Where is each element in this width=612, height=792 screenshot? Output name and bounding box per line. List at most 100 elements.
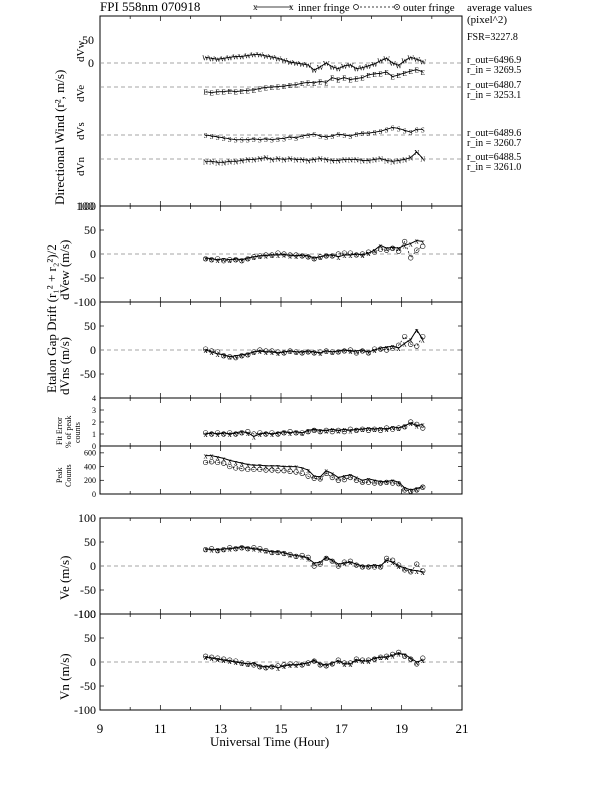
marker-dvn: N [354, 156, 359, 164]
marker-dve: E [415, 67, 419, 75]
marker-dvs: S [373, 129, 377, 137]
inner-point: x [240, 256, 244, 265]
outer-point [311, 256, 317, 262]
series-line-dvn [205, 151, 424, 163]
outer-point [408, 569, 414, 575]
outer-point [377, 427, 384, 434]
inner-point: x [348, 426, 352, 435]
outer-point [251, 431, 257, 437]
inner-point: x [306, 466, 310, 475]
inner-point: x [360, 251, 364, 260]
outer-point [263, 548, 269, 554]
marker-dvw: W [419, 59, 426, 67]
marker-dve: E [390, 74, 394, 82]
outer-point [390, 480, 396, 486]
marker-dvn: N [209, 158, 214, 166]
inner-point: x [366, 249, 370, 258]
inner-point: x [276, 349, 280, 358]
inner-point: x [409, 566, 413, 575]
inner-point: x [258, 347, 262, 356]
inner-point: x [222, 656, 226, 665]
marker-dve: E [312, 80, 316, 88]
marker-dvw: W [269, 54, 276, 62]
inner-point: x [228, 256, 232, 265]
outer-point [383, 247, 390, 253]
outer-point [227, 257, 233, 263]
outer-point [402, 567, 408, 573]
outer-point [329, 558, 335, 564]
outer-point [383, 555, 390, 561]
outer-point [221, 353, 227, 359]
outer-point [353, 477, 360, 483]
marker-dve: E [288, 82, 292, 90]
marker-dve: E [258, 85, 262, 93]
legend-outer-marker-left [353, 4, 359, 10]
inner-point: x [234, 352, 238, 361]
inner-point: x [379, 653, 383, 662]
inner-point: x [312, 656, 316, 665]
marker-dvw: W [287, 59, 294, 67]
outer-point [299, 350, 305, 356]
outer-point [245, 661, 251, 667]
inner-point: x [385, 244, 389, 253]
outer-point [347, 347, 353, 353]
inner-point: x [403, 241, 407, 250]
inner-point: x [324, 347, 328, 356]
marker-dvn: N [281, 156, 286, 164]
marker-dvn: N [348, 156, 353, 164]
inner-point: x [300, 348, 304, 357]
marker-dvn: N [318, 156, 323, 164]
outer-point [311, 350, 317, 356]
inner-point: x [288, 347, 292, 356]
inner-point: x [397, 562, 401, 571]
marker-dvs: S [270, 137, 274, 145]
inner-series-line [205, 422, 423, 437]
outer-point [311, 427, 317, 434]
inner-point: x [216, 546, 220, 555]
inner-point: x [379, 344, 383, 353]
inner-point: x [403, 484, 407, 493]
outer-point [275, 349, 281, 355]
inner-point: x [342, 660, 346, 669]
marker-dvn: N [330, 157, 335, 165]
marker-dvs: S [252, 136, 256, 144]
marker-dvn: N [300, 156, 305, 164]
inner-point: x [300, 251, 304, 260]
inner-point: x [252, 432, 256, 441]
outer-point [281, 350, 287, 356]
inner-point: x [252, 461, 256, 470]
panel-frame [99, 613, 463, 711]
inner-point: x [360, 425, 364, 434]
outer-point [263, 252, 269, 258]
inner-point: x [288, 463, 292, 472]
inner-point: x [246, 350, 250, 359]
outer-point [287, 429, 293, 435]
outer-point [239, 353, 245, 359]
outer-point [209, 431, 215, 437]
marker-dvw: W [232, 53, 239, 61]
inner-point: x [403, 339, 407, 348]
outer-point [275, 549, 281, 556]
inner-point: x [276, 548, 280, 557]
marker-dvs: S [379, 128, 383, 136]
outer-point [202, 346, 209, 352]
outer-point [299, 552, 305, 559]
marker-dvs: S [240, 137, 244, 145]
outer-point [209, 546, 215, 552]
inner-point: x [288, 550, 292, 559]
panel-frame [99, 301, 463, 399]
panel-frame [99, 517, 463, 615]
outer-point [329, 661, 335, 667]
outer-point [311, 658, 317, 664]
marker-dve: E [397, 72, 401, 80]
outer-point [347, 426, 353, 432]
outer-point [359, 657, 366, 663]
outer-point [341, 429, 347, 435]
outer-point [371, 656, 378, 662]
outer-point [402, 238, 408, 245]
outer-point [420, 655, 426, 661]
marker-dvn: N [372, 156, 377, 164]
